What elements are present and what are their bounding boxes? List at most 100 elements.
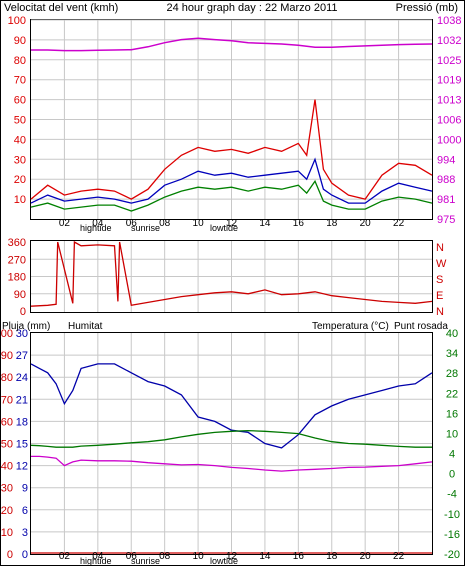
rain-tick-label: 50 [1,439,13,451]
pressure-tick-label: 994 [437,154,455,166]
series-wind_gust [30,99,433,200]
direction-tick-label: 270 [8,254,26,266]
event-sunrise-bottom: sunrise [131,556,160,566]
x-tick-label: 20 [360,551,372,562]
temperature-tick-label: -16 [444,529,460,541]
x-tick-label: 20 [360,218,372,229]
series-temperature [30,429,432,448]
event-sunrise: sunrise [131,223,160,233]
temperature-tick-label: 16 [446,408,458,420]
x-tick-label: 14 [259,218,271,229]
wind-tick-label: 100 [8,15,26,27]
event-hightide-bottom: hightide [80,556,112,566]
pressure-tick-label: 981 [437,194,455,206]
rain-tick-label: 10 [1,527,13,539]
rain-tick-label: 30 [1,483,13,495]
humidity-tick-label: 6 [22,505,28,517]
x-tick-label: 06 [126,551,138,562]
header-left: Velocitat del vent (kmh) [4,2,118,14]
wind-tick-label: 30 [14,154,26,166]
x-tick-label: 14 [259,551,271,562]
humidity-tick-label: 24 [16,372,28,384]
x-tick-label: 10 [193,551,205,562]
pressure-tick-label: 988 [437,174,455,186]
wind-tick-label: 40 [14,134,26,146]
pressure-tick-label: 1025 [437,55,461,67]
wind-tick-label: 60 [14,95,26,107]
humidity-axis-title: Humitat [68,321,103,332]
humidity-tick-label: 18 [16,416,28,428]
wind-tick-label: 70 [14,75,26,87]
humidity-tick-label: 9 [22,483,28,495]
pressure-tick-label: 1032 [437,35,461,47]
x-tick-label: 22 [393,218,405,229]
x-tick-label: 06 [126,218,138,229]
temperature-tick-label: 40 [446,328,458,340]
humidity-tick-label: 15 [16,439,28,451]
compass-label: W [436,258,447,270]
x-tick-label: 04 [92,551,104,562]
direction-tick-label: 0 [20,306,26,318]
x-tick-label: 08 [159,218,171,229]
rain-tick-label: 90 [1,350,13,362]
event-hightide: hightide [80,223,112,233]
pressure-tick-label: 975 [437,214,455,226]
rain-tick-label: 70 [1,394,13,406]
rain-tick-label: 40 [1,461,13,473]
series-pressure [31,37,433,52]
series-direction [30,240,433,307]
rain-tick-label: 60 [1,416,13,428]
pressure-tick-label: 1019 [437,75,461,87]
series-wind_low [30,179,433,212]
series-dewpoint [31,455,433,472]
direction-tick-label: 360 [8,237,26,249]
pressure-tick-label: 1013 [437,95,461,107]
temperature-tick-label: -20 [444,549,460,561]
temperature-tick-label: 10 [446,428,458,440]
temperature-tick-label: 22 [446,388,458,400]
rain-tick-label: 80 [1,372,13,384]
x-tick-label: 02 [59,551,71,562]
x-tick-label: 04 [92,218,104,229]
grid-lines [31,19,432,554]
direction-tick-label: 90 [14,289,26,301]
x-tick-label: 08 [159,551,171,562]
event-lowtide: lowtide [210,223,238,233]
compass-label: N [436,306,444,318]
x-tick-label: 18 [326,218,338,229]
humidity-tick-label: 21 [16,394,28,406]
data-marks [30,37,433,554]
humidity-tick-label: 0 [22,549,28,561]
pressure-tick-label: 1006 [437,115,461,127]
wind-tick-label: 80 [14,55,26,67]
humidity-tick-label: 3 [22,527,28,539]
pressure-tick-label: 1038 [437,15,461,27]
wind-tick-label: 10 [14,194,26,206]
temperature-tick-label: -10 [444,509,460,521]
x-tick-label: 12 [226,551,238,562]
rain-tick-label: 100 [0,328,13,340]
event-lowtide-bottom: lowtide [210,556,238,566]
humidity-tick-label: 30 [16,328,28,340]
x-tick-label: 18 [326,551,338,562]
temperature-tick-label: 4 [449,449,455,461]
x-tick-label: 10 [193,218,205,229]
direction-tick-label: 180 [8,272,26,284]
series-humidity [30,363,433,449]
rain-tick-label: 20 [1,505,13,517]
x-tick-label: 02 [59,218,71,229]
temperature-axis-title: Temperatura (°C) [312,321,389,332]
series-wind_avg [30,157,433,204]
x-tick-label: 12 [226,218,238,229]
wind-tick-label: 20 [14,174,26,186]
humidity-tick-label: 12 [16,461,28,473]
compass-label: S [436,274,443,286]
humidity-tick-label: 27 [16,350,28,362]
x-tick-label: 16 [293,551,305,562]
temperature-tick-label: -4 [447,489,457,501]
rain-axis-title: Pluja (mm) [2,321,50,332]
x-tick-label: 16 [293,218,305,229]
